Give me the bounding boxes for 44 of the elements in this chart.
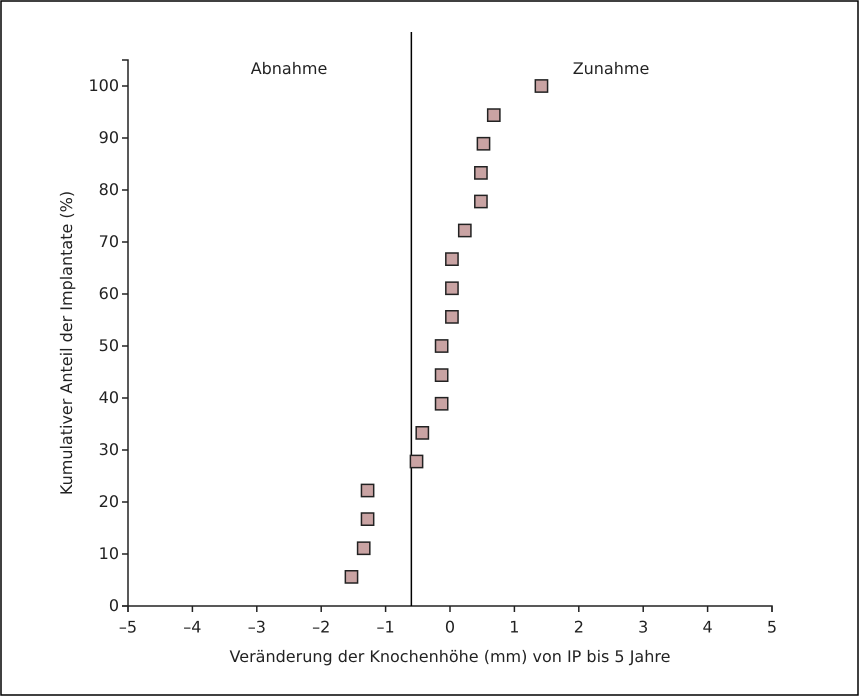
y-tick-label: 0	[108, 596, 119, 616]
point	[458, 224, 472, 238]
point	[534, 79, 548, 93]
point	[445, 252, 459, 266]
point	[434, 396, 448, 411]
point	[434, 339, 448, 353]
y-tick-label: 80	[98, 180, 119, 200]
x-axis-title: Veränderung der Knochenhöhe (mm) von IP bis 5 Jahre	[230, 647, 670, 666]
point	[356, 541, 371, 556]
point	[474, 166, 488, 180]
y-tick-label: 40	[98, 388, 119, 408]
annotation: Zunahme	[572, 59, 650, 78]
x-tick-label: 1	[509, 618, 520, 637]
y-axis-title: Kumulativer Anteil der Implantate (%)	[57, 190, 76, 496]
y-tick-label: 100	[88, 76, 119, 96]
y-tick-label: 90	[98, 128, 119, 148]
x-tick-label: –3	[248, 618, 266, 637]
x-tick-label: –5	[118, 618, 138, 637]
point	[434, 368, 448, 382]
point	[344, 570, 358, 584]
point	[360, 512, 374, 526]
y-tick-label: 50	[98, 336, 119, 356]
point	[486, 108, 501, 122]
y-tick-label: 30	[98, 440, 119, 460]
x-tick-label: 4	[702, 618, 713, 637]
x-tick-label: 2	[574, 618, 584, 637]
point	[410, 454, 424, 468]
point	[415, 426, 430, 440]
y-tick-label: 70	[98, 232, 119, 252]
x-tick-label: –4	[183, 618, 202, 637]
x-tick-label: –2	[312, 618, 330, 637]
x-tick-label: 5	[766, 618, 778, 637]
y-tick-label: 20	[98, 492, 119, 512]
point	[360, 484, 374, 498]
point	[474, 194, 488, 208]
point	[445, 281, 459, 296]
y-tick-label: 10	[98, 544, 119, 564]
x-tick-label: –1	[376, 618, 395, 637]
point	[476, 136, 490, 151]
x-tick-label: 3	[638, 618, 648, 637]
x-tick-label: 0	[444, 618, 456, 637]
point	[445, 310, 459, 324]
y-tick-label: 60	[98, 284, 119, 304]
annotation: Abnahme	[250, 59, 328, 78]
